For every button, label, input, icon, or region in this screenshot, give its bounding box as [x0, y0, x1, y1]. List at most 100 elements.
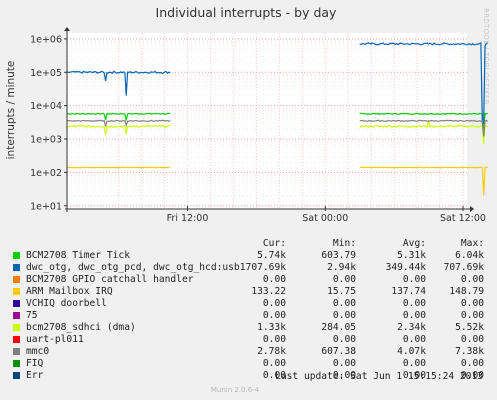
- y-tick-label: 1e+05: [30, 68, 62, 79]
- legend-swatch: [13, 312, 20, 319]
- series-line: [359, 42, 488, 124]
- legend-max: 7.38k: [455, 346, 484, 357]
- munin-version: Munin 2.0.6-4: [210, 386, 260, 394]
- legend-cur: 0.00: [262, 358, 286, 369]
- x-tick-label: Sat 00:00: [302, 213, 348, 224]
- legend-name: dwc_otg, dwc_otg_pcd, dwc_otg_hcd:usb1: [26, 262, 246, 273]
- legend-min: 0.00: [332, 298, 356, 309]
- legend-row: ARM Mailbox IRQ 133.22 15.75 137.74 148.79: [0, 286, 497, 298]
- legend-cur: 0.00: [262, 298, 286, 309]
- legend-name: ARM Mailbox IRQ: [26, 286, 113, 297]
- legend-min: 0.00: [332, 358, 356, 369]
- legend-avg: 5.31k: [397, 250, 426, 261]
- y-ticks: 1e+01 1e+02 1e+03 1e+04 1e+05 1e+06: [30, 34, 67, 212]
- legend-min: 2.94k: [327, 262, 356, 273]
- legend-min: 0.00: [332, 310, 356, 321]
- legend-avg: 137.74: [391, 286, 426, 297]
- legend-cur: 133.22: [251, 286, 286, 297]
- legend-name: mmc0: [26, 346, 50, 357]
- x-tick-label: Fri 12:00: [167, 213, 209, 224]
- legend-row: dwc_otg, dwc_otg_pcd, dwc_otg_hcd:usb1 70…: [0, 262, 497, 274]
- legend-name: uart-pl011: [26, 334, 84, 345]
- legend-cur: 1.33k: [257, 322, 286, 333]
- header-max: Max:: [460, 238, 484, 249]
- legend-name: bcm2708_sdhci (dma): [26, 322, 136, 333]
- series-line: [359, 112, 489, 130]
- header-cur: Cur:: [262, 238, 286, 249]
- legend-swatch: [13, 360, 20, 367]
- legend-swatch: [13, 348, 20, 355]
- legend-swatch: [13, 324, 20, 331]
- legend-cur: 0.00: [262, 274, 286, 285]
- legend-row: Err 0.00 0.00 0.00 0.00: [0, 370, 497, 382]
- legend-name: 75: [26, 310, 38, 321]
- legend-avg: 4.07k: [397, 346, 426, 357]
- header-min: Min:: [332, 238, 356, 249]
- legend-min: 0.00: [332, 274, 356, 285]
- legend-header: Cur: Min: Avg: Max:: [0, 238, 497, 250]
- legend-cur: 0.00: [262, 310, 286, 321]
- legend-min: 607.38: [321, 346, 356, 357]
- legend-swatch: [13, 252, 20, 259]
- legend-row: BCM2708 Timer Tick 5.74k 603.79 5.31k 6.04k: [0, 250, 497, 262]
- legend-row: 75 0.00 0.00 0.00 0.00: [0, 310, 497, 322]
- interrupts-chart: Individual interrupts - by day interrupt…: [5, 5, 490, 224]
- legend-swatch: [13, 300, 20, 307]
- series-line: [359, 119, 489, 137]
- legend-swatch: [13, 276, 20, 283]
- legend-row: uart-pl011 0.00 0.00 0.00 0.00: [0, 334, 497, 346]
- x-axis-arrow: [470, 206, 474, 212]
- legend-cur: 2.78k: [257, 346, 286, 357]
- chart-title: Individual interrupts - by day: [156, 5, 338, 20]
- legend-cur: 0.00: [262, 370, 286, 381]
- legend-avg: 0.00: [402, 274, 426, 285]
- legend-min: 0.00: [332, 370, 356, 381]
- legend-row: mmc0 2.78k 607.38 4.07k 7.38k: [0, 346, 497, 358]
- legend-max: 0.00: [460, 358, 484, 369]
- legend-max: 707.69k: [443, 262, 484, 273]
- legend-avg: 0.00: [402, 334, 426, 345]
- legend-avg: 2.34k: [397, 322, 426, 333]
- legend-max: 0.00: [460, 274, 484, 285]
- legend-max: 0.00: [460, 370, 484, 381]
- series-line: [66, 70, 171, 96]
- legend-avg: 0.00: [402, 358, 426, 369]
- legend-max: 6.04k: [455, 250, 484, 261]
- legend-avg: 349.44k: [385, 262, 426, 273]
- y-tick-label: 1e+04: [30, 101, 62, 112]
- legend-name: Err: [26, 370, 44, 381]
- legend-max: 0.00: [460, 298, 484, 309]
- legend-cur: 707.69k: [245, 262, 286, 273]
- x-tick-label: Sat 12:00: [440, 213, 486, 224]
- series-line: [66, 112, 171, 121]
- legend-name: VCHIQ doorbell: [26, 298, 107, 309]
- legend-max: 0.00: [460, 310, 484, 321]
- legend-swatch: [13, 264, 20, 271]
- legend-min: 0.00: [332, 334, 356, 345]
- legend-row: BCM2708 GPIO catchall handler 0.00 0.00 0.0…: [0, 274, 497, 286]
- legend-swatch: [13, 372, 20, 379]
- rrdtool-credit: RRDTOOL / TOBI OETIKER: [482, 8, 490, 105]
- y-tick-label: 1e+02: [30, 168, 62, 179]
- legend-min: 284.05: [321, 322, 356, 333]
- legend-swatch: [13, 336, 20, 343]
- legend-avg: 0.00: [402, 370, 426, 381]
- legend-min: 15.75: [327, 286, 356, 297]
- legend-cur: 0.00: [262, 334, 286, 345]
- legend-max: 0.00: [460, 334, 484, 345]
- legend-name: FIQ: [26, 358, 44, 369]
- y-tick-label: 1e+01: [30, 201, 62, 212]
- legend-row: VCHIQ doorbell 0.00 0.00 0.00 0.00: [0, 298, 497, 310]
- legend-name: BCM2708 GPIO catchall handler: [26, 274, 194, 285]
- series-line: [359, 166, 488, 196]
- legend-min: 603.79: [321, 250, 356, 261]
- series-line: [66, 124, 171, 136]
- series-lines: [66, 42, 489, 196]
- legend-max: 5.52k: [455, 322, 484, 333]
- header-avg: Avg:: [402, 238, 426, 249]
- series-line: [359, 120, 489, 145]
- y-axis-label: interrupts / minute: [5, 61, 17, 160]
- legend-avg: 0.00: [402, 298, 426, 309]
- legend-name: BCM2708 Timer Tick: [26, 250, 130, 261]
- y-axis-arrow: [64, 27, 70, 31]
